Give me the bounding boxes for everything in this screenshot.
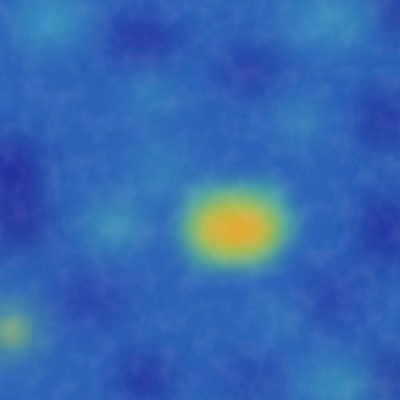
heatmap-image: [0, 0, 400, 400]
leather-texture: [0, 0, 400, 400]
body: [0, 0, 400, 400]
page: Heatmap overlay {} html, body { margin: …: [0, 0, 400, 400]
